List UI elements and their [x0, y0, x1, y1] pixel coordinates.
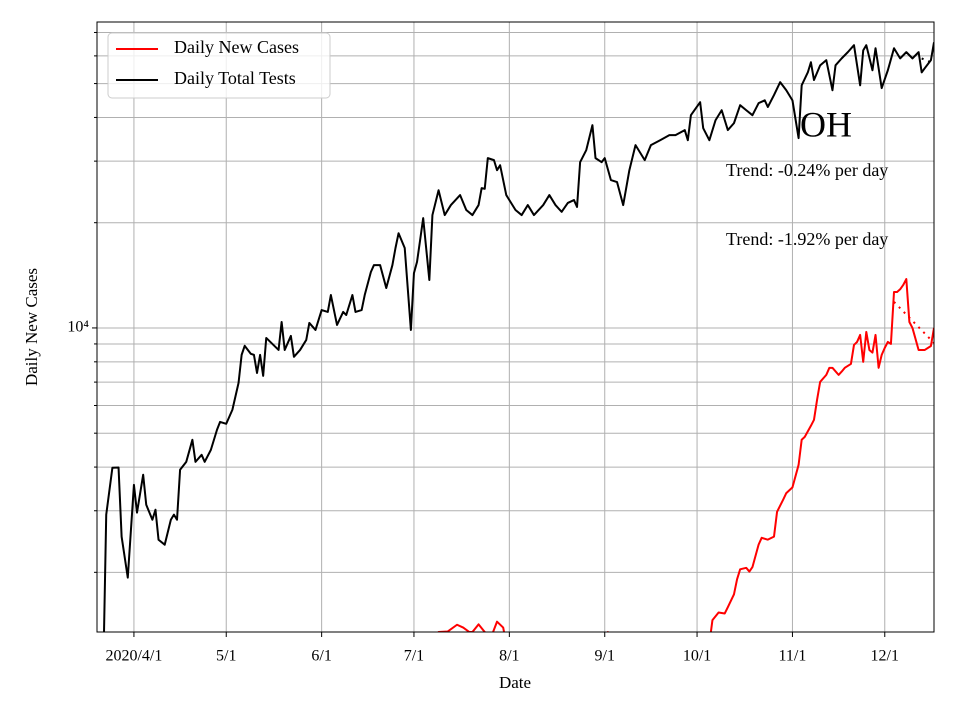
annotation: Trend: -0.24% per day [726, 160, 888, 180]
chart-title: OH [800, 104, 852, 144]
legend-box [107, 32, 331, 99]
x-tick-label: 7/1 [404, 648, 424, 665]
x-tick-label: 8/1 [499, 648, 519, 665]
y-axis-label: Daily New Cases [22, 268, 41, 386]
grid [97, 22, 934, 632]
annotation: Trend: -1.92% per day [726, 229, 888, 249]
legend-label: Daily Total Tests [174, 68, 296, 88]
trend-line [893, 301, 934, 344]
series-line [103, 42, 934, 632]
legend-label: Daily New Cases [174, 37, 299, 57]
x-tick-label: 11/1 [779, 648, 807, 665]
plot-lines [103, 42, 934, 632]
x-tick-label: 9/1 [595, 648, 615, 665]
x-tick-label: 5/1 [216, 648, 236, 665]
plot-frame [96, 21, 935, 633]
x-axis-label: Date [499, 673, 531, 692]
x-tick-label: 2020/4/1 [105, 648, 162, 665]
series-line [437, 278, 934, 632]
y-tick-label: 10⁴ [67, 319, 89, 336]
x-tick-label: 6/1 [311, 648, 331, 665]
x-tick-label: 10/1 [683, 648, 711, 665]
x-tick-label: 12/1 [871, 648, 899, 665]
legend: Daily New Cases Daily Total Tests [107, 32, 331, 99]
axes: 2020/4/1 5/1 6/1 7/1 8/1 9/1 10/1 11/1 12/1 10⁴ [67, 31, 899, 665]
